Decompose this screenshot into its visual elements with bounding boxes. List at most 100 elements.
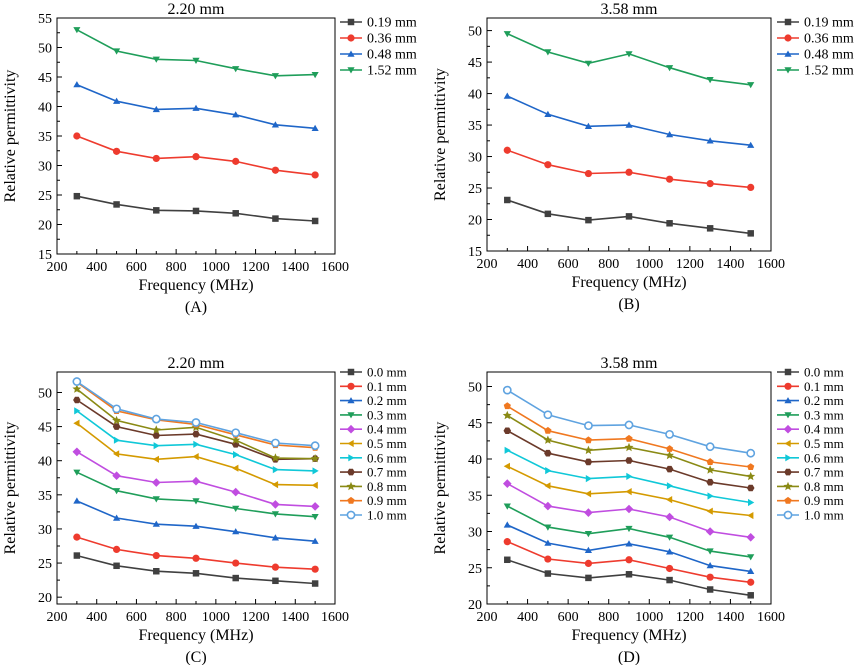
panel-label: (D)	[618, 649, 640, 665]
data-point	[112, 471, 121, 480]
data-point	[113, 436, 121, 444]
legend-marker	[783, 424, 793, 434]
legend-label: 0.8 mm	[367, 479, 407, 494]
data-point	[271, 438, 280, 448]
legend-label: 0.6 mm	[804, 450, 844, 465]
data-point	[232, 528, 240, 535]
x-tick-label: 600	[126, 260, 147, 275]
data-point	[705, 442, 715, 452]
x-tick-label: 800	[598, 610, 619, 625]
x-tick-label: 1000	[202, 610, 230, 625]
plot-frame	[56, 17, 336, 255]
data-point	[747, 578, 755, 586]
data-point	[311, 124, 319, 131]
data-point	[72, 377, 82, 386]
data-point	[585, 475, 592, 483]
data-point	[705, 527, 715, 536]
data-point	[312, 467, 319, 475]
data-point	[706, 225, 714, 232]
x-tick-label: 1400	[281, 610, 309, 625]
data-point	[232, 210, 239, 217]
data-point	[503, 146, 511, 154]
legend-marker	[784, 34, 792, 42]
data-point	[152, 520, 160, 527]
data-point	[271, 481, 279, 489]
legend-marker	[784, 18, 792, 26]
data-point	[503, 31, 511, 38]
y-tick-label: 40	[38, 455, 52, 470]
data-point	[584, 458, 593, 466]
data-point	[584, 436, 592, 444]
x-axis-label: Frequency (MHz)	[571, 274, 686, 291]
data-point	[666, 445, 674, 452]
data-point	[584, 508, 593, 517]
legend-marker	[784, 496, 792, 504]
data-point	[73, 469, 81, 476]
data-point	[153, 442, 160, 450]
data-point	[706, 137, 714, 144]
legend-label: 1.0 mm	[367, 508, 407, 523]
x-tick-label: 1400	[716, 257, 744, 272]
data-point	[747, 82, 755, 89]
data-point	[746, 471, 756, 481]
legend-label: 0.7 mm	[367, 465, 407, 480]
data-point	[271, 73, 279, 80]
data-point	[74, 407, 81, 415]
panel-label: (B)	[618, 296, 639, 313]
y-axis-label: Relative permittivity	[2, 70, 19, 203]
y-tick-label: 30	[468, 151, 482, 166]
data-point	[625, 168, 633, 176]
x-tick-label: 1600	[757, 257, 785, 272]
legend-marker	[784, 50, 792, 57]
data-point	[113, 514, 121, 521]
data-point	[706, 478, 714, 486]
series-1-52-mm	[73, 27, 319, 80]
data-point	[584, 421, 593, 431]
data-point	[311, 537, 319, 544]
data-point	[72, 384, 82, 393]
series-0-4-mm	[503, 479, 755, 542]
data-point	[192, 104, 200, 111]
data-point	[625, 571, 633, 578]
data-point	[503, 402, 511, 410]
legend-marker	[347, 50, 355, 57]
series-0-5-mm	[73, 419, 318, 489]
data-point	[543, 501, 553, 511]
y-tick-label: 20	[38, 591, 52, 606]
legend-label: 0.48 mm	[804, 48, 854, 63]
y-tick-label: 40	[38, 101, 52, 116]
series-0-6-mm	[74, 407, 319, 475]
data-point	[192, 430, 200, 438]
x-tick-label: 1200	[676, 257, 704, 272]
legend-marker	[783, 510, 793, 520]
data-point	[503, 503, 511, 510]
x-axis-label: Frequency (MHz)	[138, 277, 253, 294]
data-point	[544, 570, 552, 577]
data-point	[232, 111, 240, 118]
data-point	[73, 497, 81, 504]
data-point	[584, 445, 593, 455]
y-tick-label: 50	[38, 386, 52, 401]
series-0-8-mm	[502, 410, 756, 481]
data-point	[625, 556, 633, 564]
legend-label: 0.2 mm	[367, 393, 407, 408]
panel-label: (C)	[185, 649, 206, 665]
data-point	[625, 525, 633, 533]
legend-marker	[346, 510, 356, 520]
y-tick-label: 20	[38, 219, 52, 234]
chart-panel-3: 2.20 mm 200 400 600 800 1000 1200 1400 1600 20 25 3…	[2, 355, 407, 665]
data-point	[707, 492, 714, 500]
chart-panel-1: 2.20 mm 200 400 600 800 1000 1200 1400 1600 15 20 2…	[2, 1, 417, 316]
data-point	[193, 440, 200, 448]
data-point	[231, 428, 241, 438]
data-point	[152, 154, 160, 163]
data-point	[504, 446, 511, 454]
data-point	[271, 511, 279, 518]
data-point	[665, 564, 674, 573]
data-point	[747, 567, 755, 574]
legend-marker	[346, 424, 356, 434]
series-0-1-mm	[73, 533, 319, 573]
y-tick-label: 35	[38, 130, 52, 145]
legend-marker	[346, 481, 356, 491]
x-tick-label: 1200	[676, 610, 704, 625]
